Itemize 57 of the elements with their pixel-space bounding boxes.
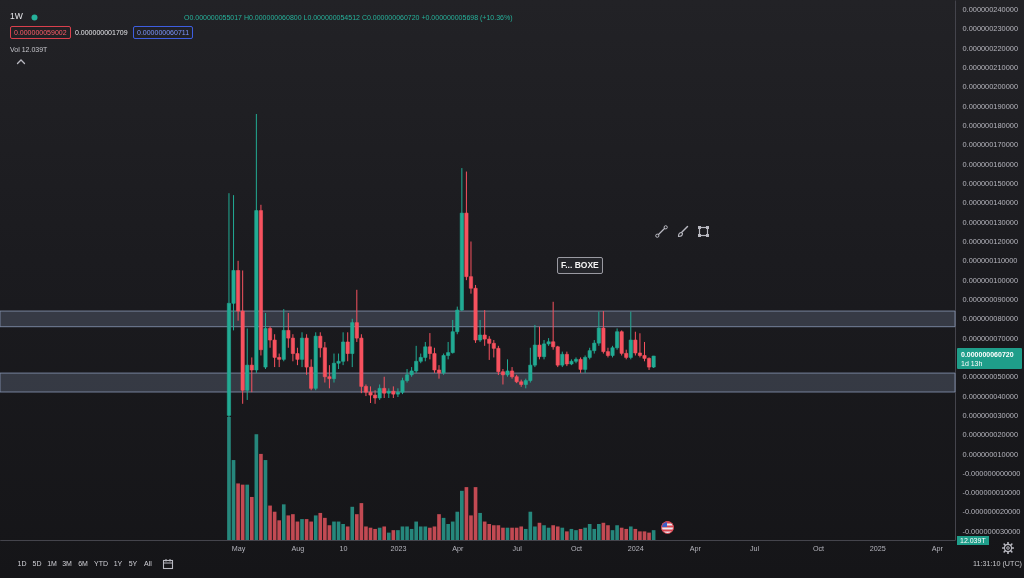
bar xyxy=(350,506,355,540)
bar xyxy=(555,526,560,540)
bar xyxy=(628,526,633,540)
bar xyxy=(592,528,597,540)
bar xyxy=(418,526,423,540)
bar xyxy=(519,526,524,540)
bar xyxy=(574,530,578,540)
candlestick xyxy=(633,331,638,356)
bar xyxy=(300,519,304,540)
candlestick xyxy=(601,310,606,355)
candlestick xyxy=(478,319,483,343)
candlestick xyxy=(537,326,542,360)
bar xyxy=(606,525,610,540)
bar xyxy=(245,484,250,540)
bar xyxy=(542,525,546,540)
bar xyxy=(341,524,345,540)
bar xyxy=(638,531,642,540)
text: 1W xyxy=(10,11,23,21)
bar xyxy=(414,521,419,540)
bar xyxy=(249,496,254,540)
bar xyxy=(491,525,496,540)
bar xyxy=(236,483,240,540)
bar xyxy=(487,524,492,540)
bar xyxy=(318,512,323,540)
bar xyxy=(647,532,651,540)
bar xyxy=(478,512,482,540)
bar xyxy=(482,521,487,540)
bar xyxy=(587,524,592,540)
bar xyxy=(309,521,313,540)
bar xyxy=(501,527,505,540)
bar xyxy=(259,453,263,540)
bar xyxy=(332,521,336,540)
text-label: F... BOXE xyxy=(557,257,603,274)
candlestick xyxy=(249,356,254,393)
bar xyxy=(386,532,391,540)
bar xyxy=(437,514,441,540)
candlestick xyxy=(345,331,350,362)
candlestick xyxy=(596,311,601,347)
bar xyxy=(615,525,619,540)
bar xyxy=(281,504,286,540)
bar xyxy=(423,526,428,540)
bar xyxy=(382,526,387,540)
bar xyxy=(373,528,377,540)
candlestick xyxy=(300,331,304,368)
bar xyxy=(291,514,295,540)
bar xyxy=(345,526,350,540)
bar xyxy=(624,528,629,540)
bar xyxy=(268,505,272,540)
bar xyxy=(510,527,514,540)
bar xyxy=(396,530,400,540)
candlestick xyxy=(628,311,633,360)
bar xyxy=(313,515,318,540)
bar xyxy=(565,531,569,540)
candlestick xyxy=(382,376,387,399)
bar xyxy=(428,527,432,540)
bar xyxy=(560,527,565,540)
bar xyxy=(405,526,409,540)
